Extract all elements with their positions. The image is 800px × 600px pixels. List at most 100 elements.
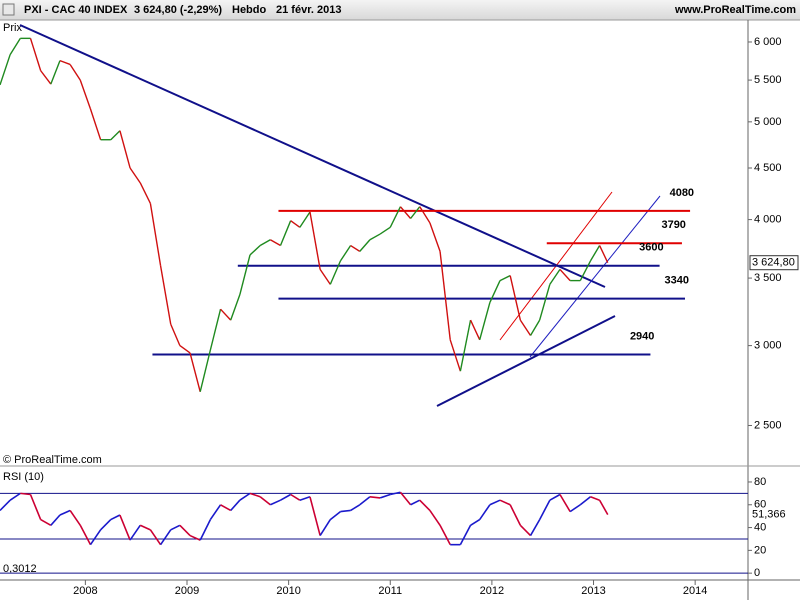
series-segment bbox=[149, 529, 162, 546]
series-segment bbox=[410, 206, 421, 219]
x-tick-label: 2011 bbox=[378, 585, 402, 597]
last-value-tag bbox=[750, 507, 798, 522]
header-bar bbox=[0, 0, 800, 20]
series-segment bbox=[439, 524, 451, 546]
series-segment bbox=[359, 496, 371, 506]
series-segment bbox=[538, 499, 551, 520]
y-tick-label: 40 bbox=[754, 521, 766, 533]
series-segment bbox=[449, 339, 462, 372]
series-segment bbox=[350, 504, 361, 512]
level-label: 3340 bbox=[665, 274, 689, 286]
series-segment bbox=[9, 37, 21, 55]
level-label: 2940 bbox=[630, 330, 654, 342]
series-segment bbox=[159, 265, 172, 325]
title: PXI - CAC 40 INDEX bbox=[24, 4, 128, 16]
series-segment bbox=[379, 226, 391, 235]
series-segment bbox=[79, 524, 92, 546]
series-segment bbox=[69, 510, 81, 526]
series-segment bbox=[199, 519, 212, 541]
trend-line bbox=[19, 24, 606, 288]
series-segment bbox=[489, 280, 501, 303]
series-segment bbox=[598, 499, 609, 516]
series-segment bbox=[299, 211, 311, 228]
series-segment bbox=[29, 38, 42, 71]
corner-note: 0,3012 bbox=[3, 563, 37, 575]
series-segment bbox=[249, 492, 261, 498]
series-segment bbox=[589, 245, 601, 262]
series-segment bbox=[429, 222, 441, 252]
series-segment bbox=[9, 492, 21, 501]
level-label: 4080 bbox=[670, 187, 694, 199]
series-segment bbox=[170, 524, 181, 531]
series-segment bbox=[230, 499, 241, 511]
y-tick-label: 6 000 bbox=[754, 36, 782, 48]
series-segment bbox=[479, 504, 491, 521]
last-value-label: 51,366 bbox=[752, 509, 786, 521]
series-segment bbox=[0, 499, 11, 512]
period: Hebdo bbox=[232, 4, 267, 16]
y-tick-label: 3 500 bbox=[754, 272, 782, 284]
y-tick-label: 80 bbox=[754, 476, 766, 488]
series-segment bbox=[559, 494, 571, 513]
rsi-title: RSI (10) bbox=[3, 471, 44, 483]
series-segment bbox=[279, 220, 292, 246]
series-segment bbox=[139, 182, 152, 204]
series-segment bbox=[159, 529, 172, 546]
series-segment bbox=[529, 519, 541, 536]
series-segment bbox=[479, 302, 491, 340]
series-segment bbox=[230, 294, 241, 321]
date: 21 févr. 2013 bbox=[276, 4, 341, 16]
series-segment bbox=[50, 60, 61, 85]
y-label: Prix bbox=[3, 22, 22, 34]
series-segment bbox=[29, 494, 42, 520]
series-segment bbox=[239, 492, 251, 501]
level-label: 3600 bbox=[639, 242, 663, 254]
series-segment bbox=[399, 491, 412, 506]
series-segment bbox=[119, 514, 131, 541]
series-segment bbox=[579, 260, 592, 281]
series-segment bbox=[220, 308, 232, 321]
series-segment bbox=[399, 206, 412, 219]
x-tick-label: 2014 bbox=[683, 585, 707, 597]
series-segment bbox=[110, 130, 121, 141]
series-segment bbox=[179, 345, 191, 354]
series-segment bbox=[20, 492, 31, 496]
series-segment bbox=[40, 518, 52, 526]
series-segment bbox=[379, 493, 391, 499]
series-segment bbox=[290, 493, 301, 501]
y-tick-label: 2 500 bbox=[754, 419, 782, 431]
series-segment bbox=[50, 514, 61, 526]
series-segment bbox=[40, 70, 52, 85]
series-segment bbox=[359, 239, 371, 252]
series-segment bbox=[179, 524, 191, 537]
y-tick-label: 3 000 bbox=[754, 340, 782, 352]
y-tick-label: 4 500 bbox=[754, 162, 782, 174]
series-segment bbox=[569, 504, 581, 513]
series-segment bbox=[469, 319, 481, 341]
series-segment bbox=[290, 220, 301, 228]
series-segment bbox=[270, 499, 281, 506]
series-segment bbox=[89, 529, 102, 546]
x-tick-label: 2009 bbox=[175, 585, 199, 597]
series-segment bbox=[329, 260, 342, 285]
series-segment bbox=[429, 510, 441, 526]
series-segment bbox=[119, 130, 131, 169]
series-segment bbox=[0, 54, 11, 86]
subtitle: 3 624,80 (-2,29%) bbox=[134, 4, 222, 16]
series-segment bbox=[389, 206, 402, 228]
series-segment bbox=[340, 509, 351, 513]
series-segment bbox=[309, 496, 321, 536]
y-tick-label: 0 bbox=[754, 567, 760, 579]
series-segment bbox=[100, 519, 112, 531]
series-segment bbox=[509, 504, 522, 526]
series-segment bbox=[89, 108, 102, 140]
y-tick-label: 5 000 bbox=[754, 116, 782, 128]
series-segment bbox=[499, 274, 511, 282]
series-segment bbox=[209, 504, 222, 521]
series-segment bbox=[259, 239, 271, 247]
x-tick-label: 2012 bbox=[480, 585, 504, 597]
series-segment bbox=[489, 499, 501, 506]
series-segment bbox=[220, 504, 232, 512]
series-segment bbox=[579, 496, 591, 506]
series-segment bbox=[129, 167, 141, 184]
